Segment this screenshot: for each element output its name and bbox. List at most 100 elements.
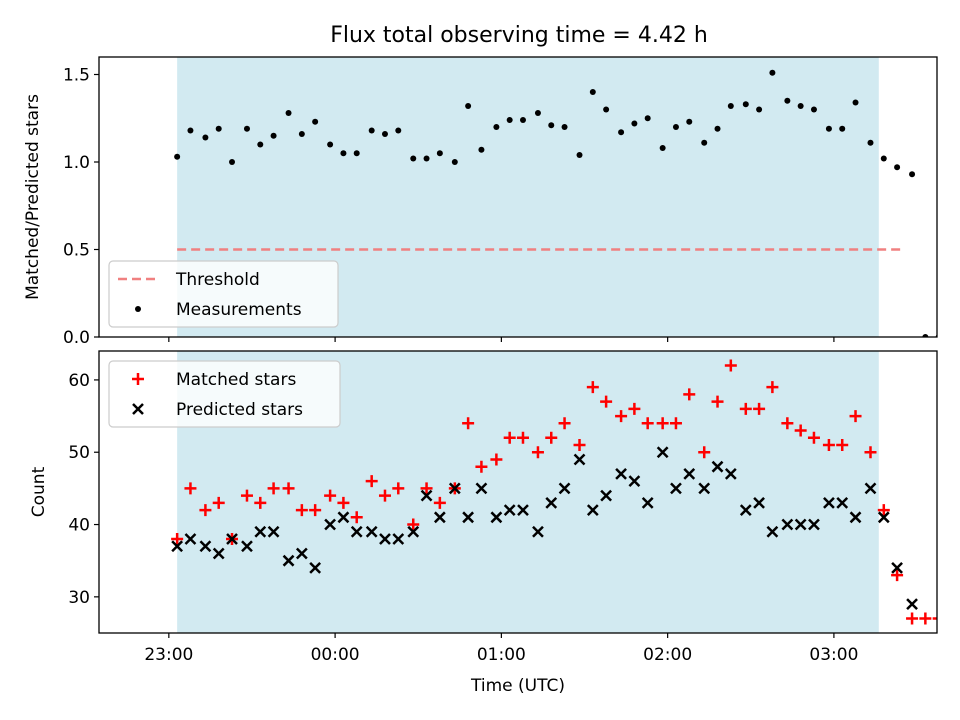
predicted-stars-point (350, 525, 363, 538)
measurements-point (867, 139, 874, 146)
measurements-point (797, 103, 804, 109)
predicted-stars-point (849, 511, 862, 524)
predicted-stars-point (891, 562, 903, 574)
measurements-point (825, 125, 832, 132)
measurements-point (852, 99, 859, 106)
measurements-point (603, 106, 610, 113)
measurements-point (644, 115, 651, 122)
x-axis-label: Time (UTC) (470, 676, 565, 696)
predicted-stars-point (503, 504, 516, 516)
matched-stars-point (392, 482, 405, 495)
matched-stars-point (711, 395, 724, 408)
y-tick-label: 0.0 (63, 328, 90, 348)
measurements-point (493, 124, 500, 130)
predicted-stars-point (254, 525, 267, 538)
measurements-point (909, 171, 916, 178)
legend-swatch-predicted-stars (132, 403, 144, 415)
matched-stars-point (199, 504, 212, 517)
legend-label-matched-stars: Matched stars (176, 370, 296, 390)
matched-stars-point (295, 504, 308, 517)
matched-stars-point (462, 417, 475, 430)
measurements-point (423, 155, 430, 162)
predicted-stars-point (490, 511, 503, 524)
measurements-point (174, 153, 181, 160)
matched-stars-point (683, 388, 696, 401)
y-axis-label: Matched/Predicted stars (23, 94, 43, 300)
ratio-panel: 0.0 0.5 1.0 1.5 Matched/Predicted stars Thres… (23, 56, 938, 348)
matched-stars-point (932, 617, 937, 620)
predicted-stars-point (864, 482, 877, 495)
measurements-point (727, 103, 734, 109)
matched-stars-point (365, 475, 378, 488)
matched-stars-point (739, 402, 752, 415)
predicted-stars-point (226, 533, 238, 545)
measurements-point (880, 155, 887, 162)
legend-box (108, 260, 339, 328)
matched-stars-point (724, 359, 737, 372)
data-points (174, 69, 937, 337)
measurements-point (686, 118, 693, 125)
predicted-stars-point (906, 598, 918, 610)
y-tick-label: 0.5 (63, 241, 90, 261)
predicted-stars-point (171, 540, 184, 553)
matched-stars-point (628, 402, 641, 415)
measurements-point (243, 125, 250, 132)
predicted-stars-point (282, 554, 295, 567)
predicted-stars-point (586, 504, 599, 516)
matched-stars-point (254, 496, 267, 509)
measurements-point (340, 150, 347, 157)
x-tick-label: 00:00 (311, 645, 360, 665)
predicted-stars-point (628, 475, 641, 488)
matched-stars-point (807, 431, 820, 444)
matched-stars-point (503, 431, 516, 444)
predicted-stars-point (656, 446, 669, 459)
predicted-stars-point (766, 525, 779, 538)
legend-swatch-measurements (135, 306, 141, 312)
matched-stars-point (906, 612, 919, 625)
y-tick-label: 60 (68, 371, 90, 391)
measurements-point (672, 124, 679, 130)
measurements-point (395, 127, 402, 134)
measurements-point (202, 134, 209, 141)
predicted-stars-point (558, 482, 571, 495)
matched-stars-point (407, 518, 420, 531)
matched-stars-point (184, 482, 197, 495)
x-tick-label: 01:00 (477, 645, 526, 665)
matched-stars-point (267, 482, 280, 495)
measurements-point (534, 110, 541, 116)
legend-swatch-matched-stars (132, 373, 144, 385)
predicted-stars-point (267, 525, 280, 538)
predicted-stars-point (724, 468, 737, 480)
measurements-point (922, 334, 929, 337)
x-tick-label: 23:00 (144, 645, 193, 665)
matched-stars-point (641, 417, 654, 430)
measurements-point (229, 159, 236, 165)
y-tick-label: 1.5 (63, 66, 90, 86)
measurements-point (769, 69, 776, 76)
predicted-stars-point (823, 496, 835, 509)
predicted-stars-point (683, 468, 696, 480)
measurements-point (410, 155, 417, 162)
matched-stars-point (212, 496, 225, 509)
measurements-point (548, 122, 555, 129)
predicted-stars-point (379, 533, 391, 545)
predicted-stars-point (545, 496, 558, 509)
matched-stars-point (822, 439, 835, 451)
x-tick-label: 03:00 (809, 645, 858, 665)
matched-stars-point (558, 417, 571, 430)
predicted-stars-point (781, 518, 794, 531)
measurements-point (312, 118, 319, 125)
matched-stars-point (766, 381, 779, 394)
matched-stars-point (545, 431, 558, 444)
matched-stars-point (753, 402, 766, 415)
matched-stars-point (656, 417, 669, 430)
measurements-point (756, 106, 763, 113)
measurements-point (327, 141, 334, 148)
measurements-point (215, 125, 222, 132)
predicted-stars-point (407, 525, 420, 538)
predicted-stars-point (448, 482, 461, 495)
matched-stars-point (516, 431, 529, 444)
matched-stars-point (378, 489, 391, 502)
measurements-point (257, 141, 264, 148)
axes-frame (98, 350, 938, 634)
